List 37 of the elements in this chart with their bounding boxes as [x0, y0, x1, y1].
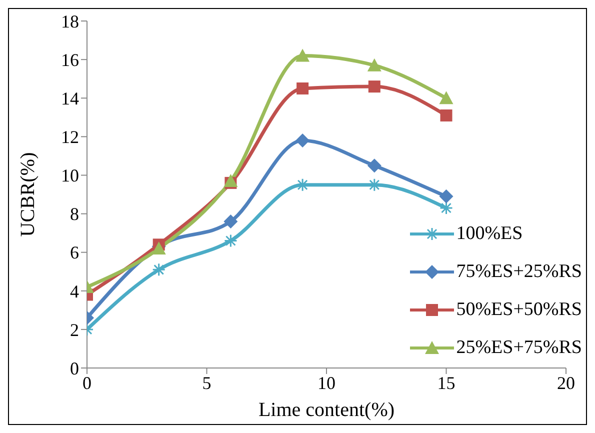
point	[224, 174, 238, 188]
point	[367, 58, 382, 72]
legend-label: 50%ES+50%RS	[456, 299, 582, 321]
y-tick-label: 12	[61, 127, 79, 148]
x-tick-label: 0	[82, 372, 92, 393]
y-tick-label: 0	[70, 358, 79, 378]
point	[296, 48, 310, 62]
legend-label: 75%ES+25%RS	[456, 261, 582, 283]
x-tick-label: 15	[437, 372, 456, 393]
y-axis-title: UCBR(%)	[17, 152, 40, 237]
x-tick-label: 20	[557, 372, 575, 393]
point	[296, 178, 310, 192]
point	[439, 91, 454, 104]
point	[296, 82, 309, 94]
y-tick-label: 2	[70, 320, 79, 340]
y-tick-label: 8	[70, 204, 79, 224]
point	[439, 189, 454, 204]
x-tick-label: 5	[202, 372, 212, 393]
y-tick-label: 14	[61, 88, 79, 108]
point	[440, 109, 452, 122]
x-tick-label: 10	[318, 372, 336, 393]
y-tick-label: 16	[61, 50, 79, 70]
legend-label: 100%ES	[456, 223, 523, 245]
point	[296, 134, 310, 148]
y-tick-label: 6	[70, 242, 79, 263]
point	[368, 178, 382, 192]
x-axis-title: Lime content(%)	[258, 399, 395, 421]
point	[224, 214, 238, 228]
point	[224, 234, 238, 248]
point	[152, 262, 166, 276]
y-tick-label: 4	[70, 281, 79, 302]
legend-label: 25%ES+75%RS	[456, 337, 582, 359]
point	[440, 201, 453, 215]
y-tick-label: 18	[61, 11, 79, 32]
point	[368, 80, 380, 93]
point	[367, 158, 382, 173]
y-tick-label: 10	[61, 166, 79, 186]
